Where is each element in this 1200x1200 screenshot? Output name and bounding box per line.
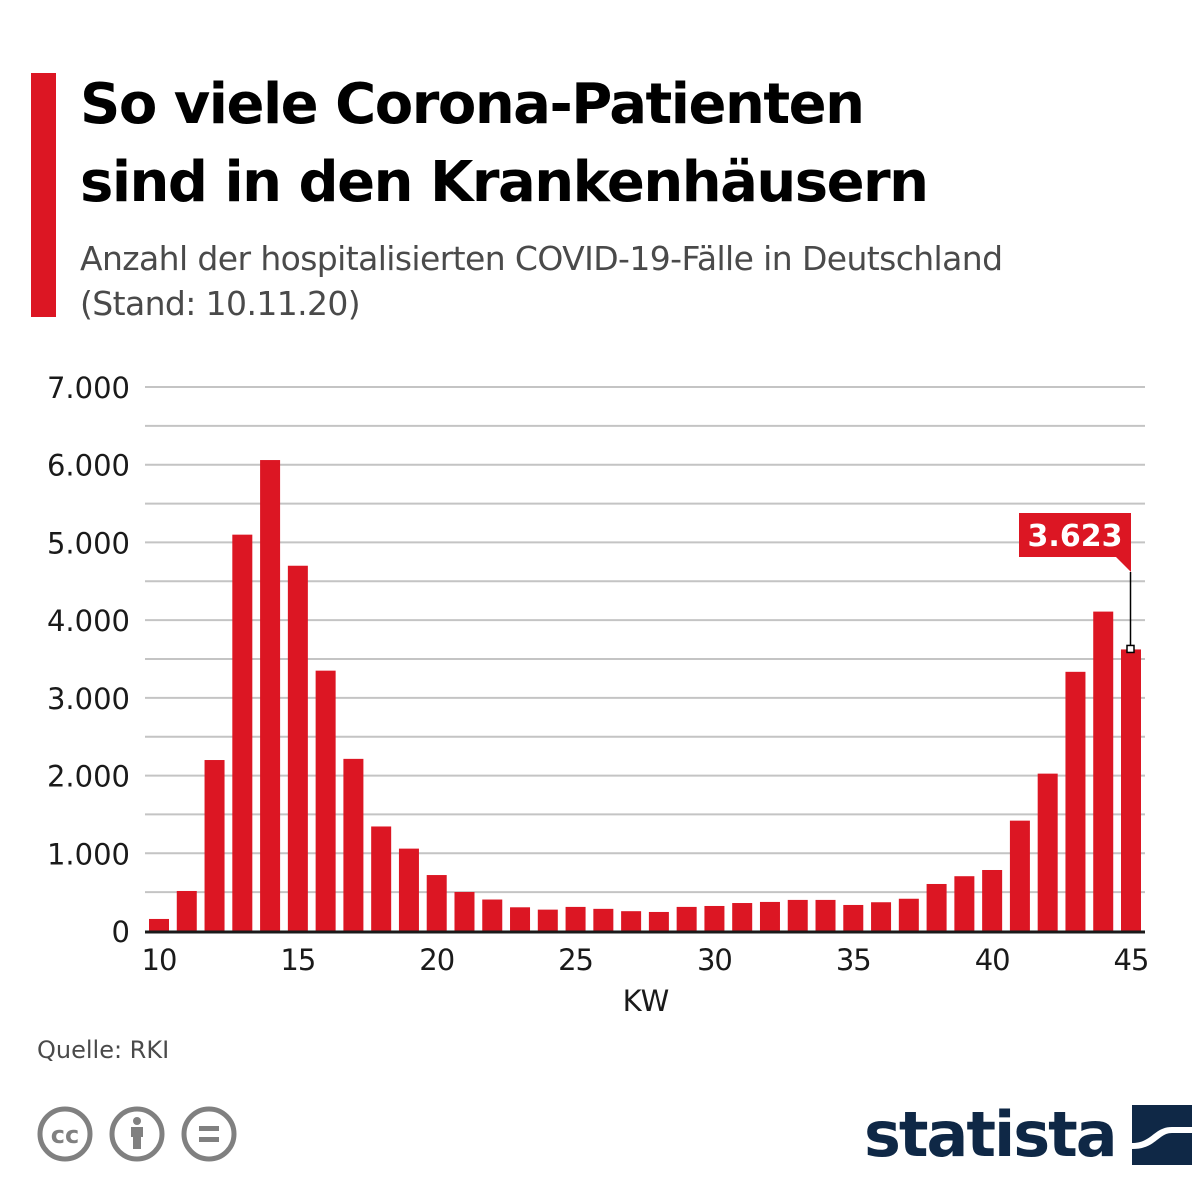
bar-kw-26 bbox=[593, 908, 614, 931]
statista-logo[interactable]: statista bbox=[864, 1100, 1192, 1170]
x-tick-label: 15 bbox=[280, 943, 315, 977]
y-tick-label: 2.000 bbox=[47, 760, 130, 794]
bar-kw-25 bbox=[565, 906, 586, 931]
y-axis-ticks: 0 1.000 2.000 3.000 4.000 5.000 6.000 7.000 bbox=[47, 371, 130, 949]
chart-subtitle-line: (Stand: 10.11.20) bbox=[80, 284, 361, 323]
y-tick-label: 0 bbox=[112, 915, 130, 949]
callout-box bbox=[1019, 513, 1131, 572]
x-tick-label: 10 bbox=[142, 943, 177, 977]
y-tick-label: 4.000 bbox=[47, 604, 130, 638]
callout-value: 3.623 bbox=[1028, 519, 1123, 554]
bar-kw-19 bbox=[398, 848, 419, 931]
no-derivatives-icon[interactable] bbox=[180, 1105, 238, 1163]
x-tick-label: 45 bbox=[1114, 943, 1149, 977]
bar-kw-36 bbox=[871, 902, 892, 931]
bar-kw-38 bbox=[926, 883, 947, 931]
brand-name: statista bbox=[864, 1098, 1118, 1171]
bar-kw-20 bbox=[426, 875, 447, 931]
bar-kw-22 bbox=[482, 899, 503, 931]
bar-kw-42 bbox=[1037, 773, 1058, 931]
y-tick-label: 3.000 bbox=[47, 682, 130, 716]
svg-text:cc: cc bbox=[51, 1121, 79, 1149]
x-tick-label: 40 bbox=[975, 943, 1010, 977]
bar-kw-41 bbox=[1009, 820, 1030, 931]
y-tick-label: 7.000 bbox=[47, 371, 130, 405]
license-icons: cc bbox=[36, 1105, 238, 1163]
bar-kw-45 bbox=[1121, 649, 1141, 931]
bar-kw-12 bbox=[204, 760, 225, 931]
chart-subtitle: Anzahl der hospitalisierten COVID-19-Fäl… bbox=[80, 236, 1180, 326]
x-tick-label: 35 bbox=[836, 943, 871, 977]
y-tick-label: 6.000 bbox=[47, 449, 130, 483]
bar-kw-18 bbox=[371, 826, 392, 931]
chart-title-line: sind in den Krankenhäusern bbox=[80, 150, 929, 215]
statista-logo-icon bbox=[1131, 1105, 1192, 1165]
x-axis-label: KW bbox=[623, 984, 670, 1018]
value-callout: 3.623 bbox=[1019, 513, 1135, 654]
bar-kw-44 bbox=[1093, 611, 1114, 931]
x-tick-label: 25 bbox=[558, 943, 593, 977]
x-axis-ticks: 10 15 20 25 30 35 40 45 bbox=[142, 943, 1150, 977]
bar-kw-16 bbox=[315, 670, 336, 931]
bar-kw-29 bbox=[676, 906, 697, 931]
x-tick-label: 20 bbox=[419, 943, 454, 977]
bar-kw-17 bbox=[343, 758, 364, 931]
bar-kw-23 bbox=[510, 907, 531, 931]
bar-kw-15 bbox=[287, 565, 308, 931]
bar-kw-32 bbox=[759, 901, 780, 931]
title-accent-bar bbox=[31, 73, 56, 317]
source-note: Quelle: RKI bbox=[37, 1036, 170, 1064]
bar-kw-24 bbox=[537, 909, 558, 931]
y-tick-label: 1.000 bbox=[47, 837, 130, 871]
bar-kw-31 bbox=[732, 903, 753, 931]
bar-kw-11 bbox=[176, 890, 197, 931]
chart-title-line: So viele Corona-Patienten bbox=[80, 72, 865, 137]
cc-icon[interactable]: cc bbox=[36, 1105, 94, 1163]
chart-title: So viele Corona-Patienten sind in den Kr… bbox=[80, 66, 1180, 222]
bar-kw-28 bbox=[648, 911, 669, 931]
callout-marker bbox=[1126, 644, 1135, 654]
bar-kw-33 bbox=[787, 899, 808, 931]
bars bbox=[149, 460, 1141, 931]
chart-subtitle-line: Anzahl der hospitalisierten COVID-19-Fäl… bbox=[80, 239, 1003, 278]
bar-kw-30 bbox=[704, 905, 725, 931]
bar-kw-39 bbox=[954, 876, 975, 931]
bar-kw-14 bbox=[260, 460, 281, 931]
gridlines bbox=[145, 386, 1145, 894]
bar-kw-10 bbox=[149, 918, 169, 931]
attribution-icon[interactable] bbox=[108, 1105, 166, 1163]
x-tick-label: 30 bbox=[697, 943, 732, 977]
bar-kw-37 bbox=[898, 898, 919, 931]
bar-kw-13 bbox=[232, 534, 253, 931]
bar-kw-40 bbox=[982, 869, 1003, 931]
bar-kw-43 bbox=[1065, 671, 1086, 931]
y-tick-label: 5.000 bbox=[47, 526, 130, 560]
bar-kw-21 bbox=[454, 891, 475, 931]
bar-kw-35 bbox=[843, 904, 864, 931]
bar-kw-27 bbox=[621, 911, 642, 931]
bar-kw-34 bbox=[815, 899, 836, 931]
